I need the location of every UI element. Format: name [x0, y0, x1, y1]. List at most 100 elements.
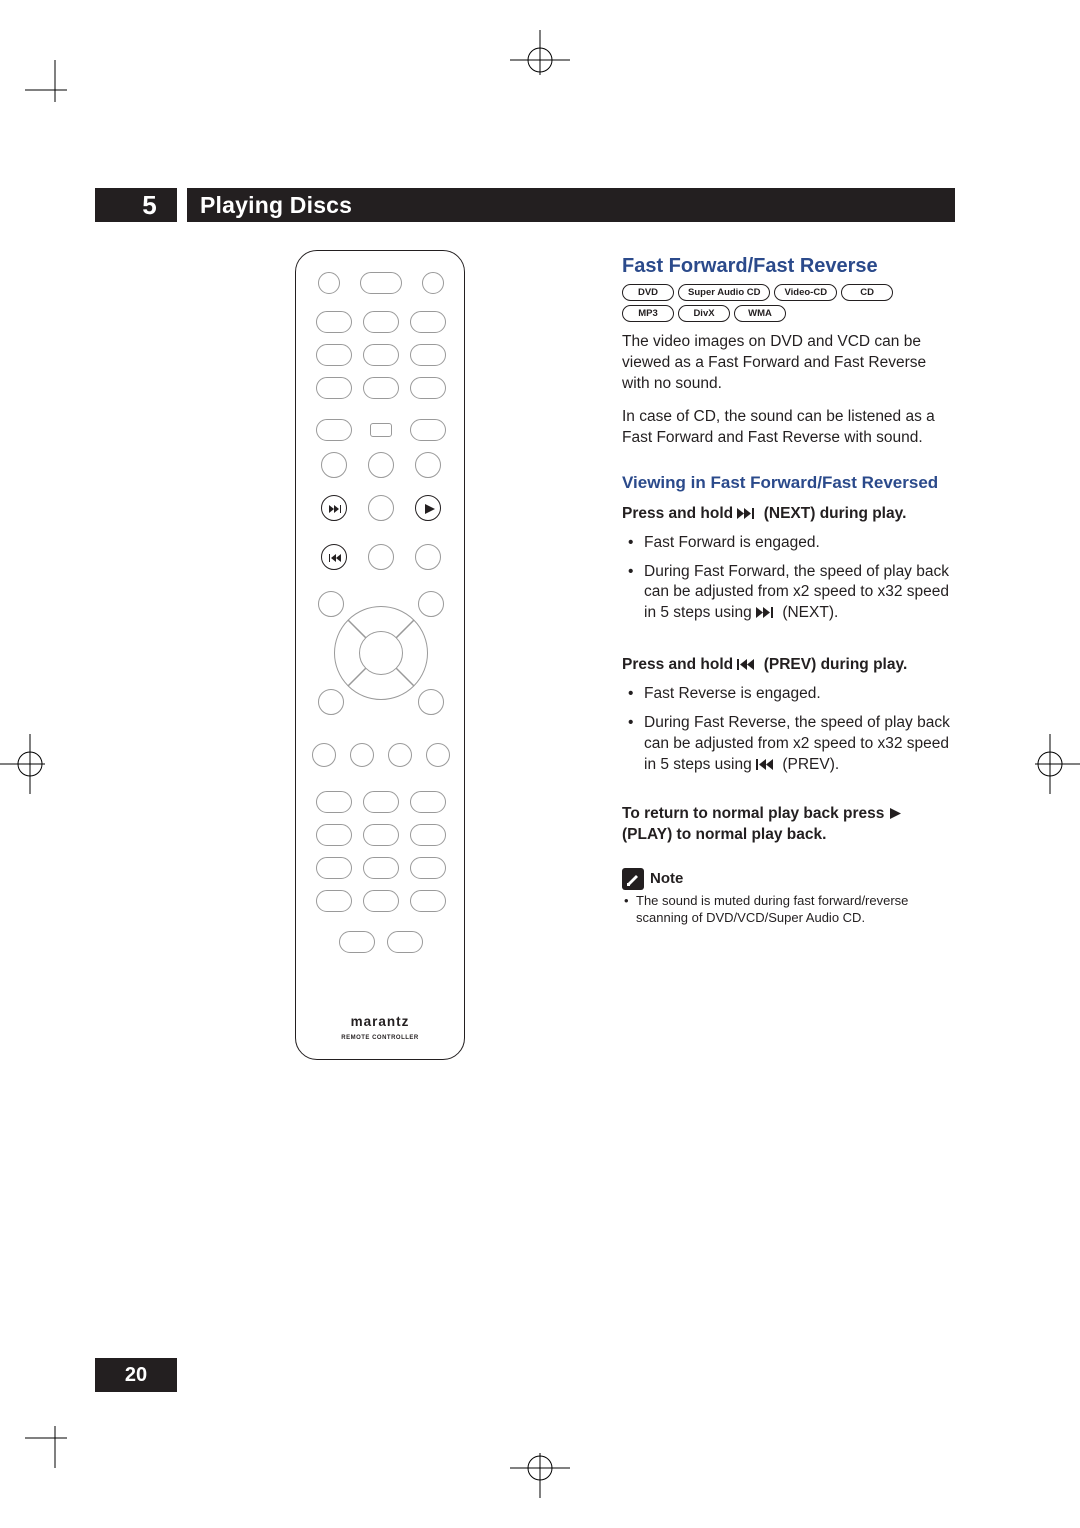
crop-mark-bl	[25, 1408, 85, 1468]
return-line: To return to normal play back press (PLA…	[622, 804, 957, 846]
badge-dvd: DVD	[622, 284, 674, 301]
format-badges-row2: MP3 DivX WMA	[622, 305, 957, 322]
remote-btn	[316, 311, 352, 333]
remote-btn	[410, 791, 446, 813]
remote-prev-button	[321, 544, 347, 570]
text: Press and hold	[622, 656, 737, 673]
badge-sacd: Super Audio CD	[678, 284, 770, 301]
text: Press and hold	[622, 505, 737, 522]
remote-btn	[387, 931, 423, 953]
text: (NEXT) during play.	[759, 505, 906, 522]
remote-dpad-inner	[359, 631, 403, 675]
remote-btn	[368, 452, 394, 478]
text: (PREV) during play.	[759, 656, 907, 673]
prev-icon	[737, 658, 759, 671]
note-list: The sound is muted during fast forward/r…	[622, 892, 957, 927]
remote-btn	[410, 377, 446, 399]
remote-btn	[312, 743, 336, 767]
next-icon	[322, 496, 348, 522]
remote-btn	[410, 311, 446, 333]
ff-bullets: Fast Forward is engaged. During Fast For…	[622, 533, 957, 625]
bullet: During Fast Forward, the speed of play b…	[622, 562, 957, 625]
play-icon	[889, 807, 903, 820]
remote-play-button	[415, 495, 441, 521]
prev-icon	[322, 545, 348, 571]
paragraph: The video images on DVD and VCD can be v…	[622, 332, 957, 395]
remote-btn	[363, 311, 399, 333]
bullet: During Fast Reverse, the speed of play b…	[622, 713, 957, 776]
text: (PLAY) to normal play back.	[622, 826, 826, 843]
remote-btn	[422, 272, 444, 294]
prev-icon	[756, 758, 778, 771]
chapter-header-gap	[177, 188, 187, 222]
remote-btn	[410, 419, 446, 441]
fr-lead: Press and hold (PREV) during play.	[622, 656, 957, 674]
remote-btn	[363, 824, 399, 846]
remote-btn	[363, 890, 399, 912]
remote-btn	[360, 272, 402, 294]
badge-mp3: MP3	[622, 305, 674, 322]
bullet: Fast Reverse is engaged.	[622, 684, 957, 705]
remote-btn	[316, 890, 352, 912]
remote-btn	[363, 857, 399, 879]
text: (PREV).	[778, 756, 839, 773]
next-icon	[756, 606, 778, 619]
badge-divx: DivX	[678, 305, 730, 322]
remote-illustration: marantz REMOTE CONTROLLER	[295, 250, 465, 1060]
remote-btn	[316, 824, 352, 846]
remote-btn	[388, 743, 412, 767]
remote-btn	[316, 377, 352, 399]
remote-btn	[410, 890, 446, 912]
remote-body: marantz REMOTE CONTROLLER	[295, 250, 465, 1060]
remote-btn	[316, 857, 352, 879]
format-badges-row1: DVD Super Audio CD Video-CD CD	[622, 284, 957, 301]
content-column: Fast Forward/Fast Reverse DVD Super Audi…	[622, 255, 957, 927]
pencil-icon	[622, 868, 644, 890]
next-icon	[737, 507, 759, 520]
remote-btn	[316, 791, 352, 813]
chapter-number: 5	[122, 188, 177, 222]
crop-mark-top	[500, 30, 580, 90]
remote-btn	[410, 344, 446, 366]
remote-btn	[368, 544, 394, 570]
remote-btn	[363, 377, 399, 399]
remote-btn	[339, 931, 375, 953]
remote-btn	[363, 791, 399, 813]
text: To return to normal play back press	[622, 805, 889, 822]
remote-next-button	[321, 495, 347, 521]
remote-btn	[318, 272, 340, 294]
fr-bullets: Fast Reverse is engaged. During Fast Rev…	[622, 684, 957, 776]
remote-btn	[410, 857, 446, 879]
remote-btn	[415, 544, 441, 570]
remote-brand: marantz	[296, 1014, 464, 1029]
remote-btn	[316, 419, 352, 441]
paragraph: In case of CD, the sound can be listened…	[622, 407, 957, 449]
remote-btn	[350, 743, 374, 767]
note-header: Note	[622, 868, 957, 890]
remote-btn	[415, 452, 441, 478]
page-number: 20	[95, 1358, 177, 1392]
remote-brand-sub: REMOTE CONTROLLER	[296, 1035, 464, 1041]
remote-btn	[316, 344, 352, 366]
text: (NEXT).	[778, 604, 838, 621]
crop-mark-bottom	[500, 1438, 580, 1498]
play-icon	[416, 496, 442, 522]
remote-btn	[321, 452, 347, 478]
note-label: Note	[650, 870, 683, 887]
remote-btn	[370, 423, 392, 437]
crop-mark-right	[1020, 724, 1080, 804]
subheading: Viewing in Fast Forward/Fast Reversed	[622, 473, 957, 493]
ff-lead: Press and hold (NEXT) during play.	[622, 505, 957, 523]
note-item: The sound is muted during fast forward/r…	[622, 892, 957, 927]
chapter-title: Playing Discs	[200, 188, 352, 222]
badge-vcd: Video-CD	[774, 284, 837, 301]
remote-btn	[363, 344, 399, 366]
section-title: Fast Forward/Fast Reverse	[622, 255, 957, 278]
crop-mark-left	[0, 724, 60, 804]
remote-btn	[418, 689, 444, 715]
remote-btn	[410, 824, 446, 846]
badge-cd: CD	[841, 284, 893, 301]
crop-mark-tl	[25, 60, 85, 120]
remote-btn	[318, 689, 344, 715]
remote-btn	[426, 743, 450, 767]
